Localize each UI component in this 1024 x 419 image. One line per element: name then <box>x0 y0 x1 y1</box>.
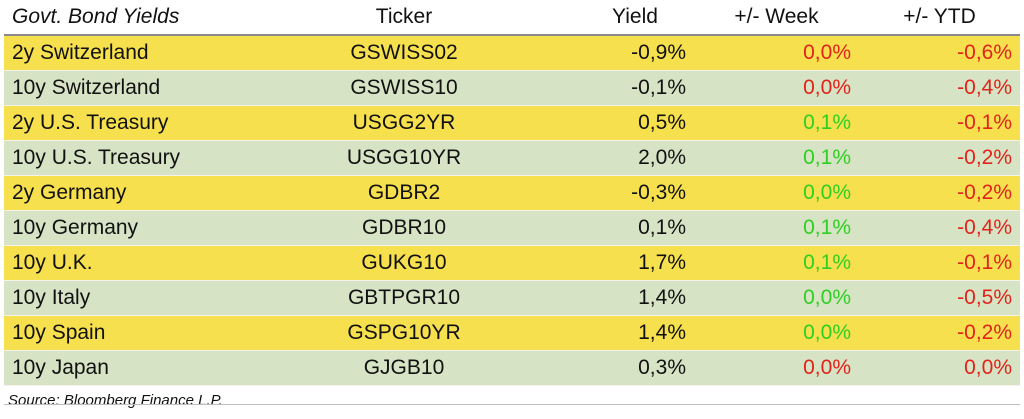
row-week-change: 0,0% <box>694 315 859 351</box>
row-ticker: GBTPGR10 <box>274 280 534 316</box>
row-name: 2y Switzerland <box>4 35 274 71</box>
source-note: Source: Bloomberg Finance L.P. <box>8 392 223 409</box>
row-name: 10y U.K. <box>4 245 274 281</box>
row-name: 2y U.S. Treasury <box>4 105 274 141</box>
row-ticker: GDBR10 <box>274 210 534 246</box>
row-name: 10y Germany <box>4 210 274 246</box>
table-row: 10y U.S. Treasury USGG10YR 2,0% 0,1% -0,… <box>4 140 1020 176</box>
row-ticker: GJGB10 <box>274 350 534 386</box>
row-week-change: 0,1% <box>694 245 859 281</box>
row-name: 10y U.S. Treasury <box>4 140 274 176</box>
row-week-change: 0,0% <box>694 35 859 71</box>
row-ytd-change: -0,6% <box>859 35 1020 71</box>
row-yield: 0,3% <box>534 350 694 386</box>
table-row: 10y U.K. GUKG10 1,7% 0,1% -0,1% <box>4 245 1020 281</box>
row-ytd-change: -0,4% <box>859 210 1020 246</box>
row-ticker: GUKG10 <box>274 245 534 281</box>
row-yield: 1,4% <box>534 315 694 351</box>
table-header-row: Govt. Bond Yields Ticker Yield +/- Week … <box>4 0 1020 36</box>
table-row: 10y Germany GDBR10 0,1% 0,1% -0,4% <box>4 210 1020 246</box>
row-ytd-change: -0,4% <box>859 70 1020 106</box>
row-ticker: GSWISS02 <box>274 35 534 71</box>
table-row: 10y Switzerland GSWISS10 -0,1% 0,0% -0,4… <box>4 70 1020 106</box>
header-week: +/- Week <box>694 0 859 36</box>
row-ytd-change: -0,5% <box>859 280 1020 316</box>
header-ticker: Ticker <box>274 0 534 36</box>
row-yield: -0,3% <box>534 175 694 211</box>
row-yield: 1,7% <box>534 245 694 281</box>
row-ytd-change: -0,1% <box>859 245 1020 281</box>
row-week-change: 0,1% <box>694 140 859 176</box>
row-name: 10y Spain <box>4 315 274 351</box>
row-ytd-change: 0,0% <box>859 350 1020 386</box>
row-name: 10y Japan <box>4 350 274 386</box>
row-ticker: GSWISS10 <box>274 70 534 106</box>
table-row: 2y Germany GDBR2 -0,3% 0,0% -0,2% <box>4 175 1020 211</box>
table-row: 10y Spain GSPG10YR 1,4% 0,0% -0,2% <box>4 315 1020 351</box>
row-ticker: USGG10YR <box>274 140 534 176</box>
row-yield: 0,5% <box>534 105 694 141</box>
header-title: Govt. Bond Yields <box>4 0 274 36</box>
row-ticker: GDBR2 <box>274 175 534 211</box>
row-yield: -0,1% <box>534 70 694 106</box>
row-ytd-change: -0,2% <box>859 315 1020 351</box>
row-yield: 2,0% <box>534 140 694 176</box>
row-name: 10y Switzerland <box>4 70 274 106</box>
table-row: 10y Italy GBTPGR10 1,4% 0,0% -0,5% <box>4 280 1020 316</box>
row-week-change: 0,0% <box>694 280 859 316</box>
row-ytd-change: -0,1% <box>859 105 1020 141</box>
bottom-divider <box>4 404 1020 405</box>
row-week-change: 0,1% <box>694 210 859 246</box>
row-week-change: 0,0% <box>694 350 859 386</box>
row-week-change: 0,0% <box>694 175 859 211</box>
row-ytd-change: -0,2% <box>859 140 1020 176</box>
row-ticker: USGG2YR <box>274 105 534 141</box>
row-week-change: 0,0% <box>694 70 859 106</box>
header-ytd: +/- YTD <box>859 0 1020 36</box>
row-name: 10y Italy <box>4 280 274 316</box>
row-week-change: 0,1% <box>694 105 859 141</box>
header-yield: Yield <box>534 0 694 36</box>
row-ticker: GSPG10YR <box>274 315 534 351</box>
table-row: 2y U.S. Treasury USGG2YR 0,5% 0,1% -0,1% <box>4 105 1020 141</box>
table-row: 2y Switzerland GSWISS02 -0,9% 0,0% -0,6% <box>4 35 1020 71</box>
bond-yields-table: Govt. Bond Yields Ticker Yield +/- Week … <box>4 0 1020 386</box>
row-yield: 0,1% <box>534 210 694 246</box>
row-ytd-change: -0,2% <box>859 175 1020 211</box>
row-yield: 1,4% <box>534 280 694 316</box>
row-yield: -0,9% <box>534 35 694 71</box>
table-row: 10y Japan GJGB10 0,3% 0,0% 0,0% <box>4 350 1020 386</box>
row-name: 2y Germany <box>4 175 274 211</box>
